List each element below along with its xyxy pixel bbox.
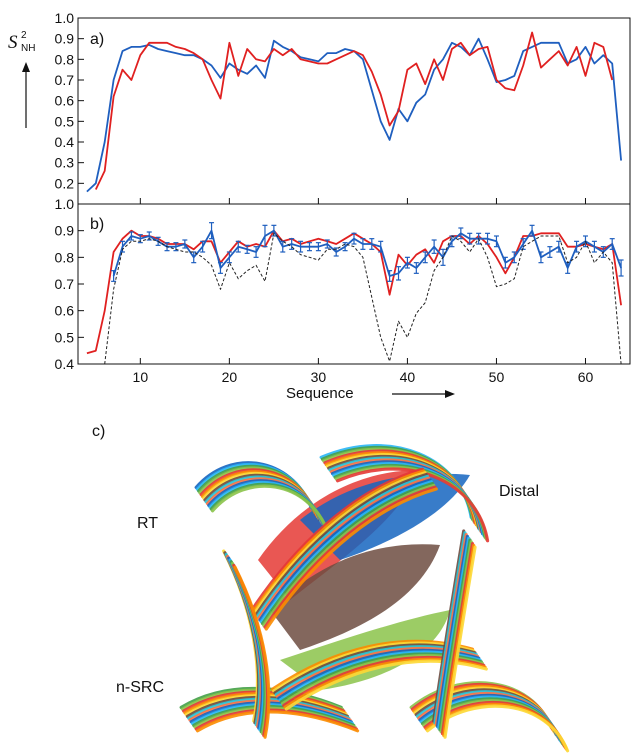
panel-b-label: b) (90, 216, 104, 233)
panel-b-y-axis: 0.4 0.5 0.6 0.7 0.8 0.9 1.0 (55, 196, 84, 372)
backbone-strand (258, 478, 432, 622)
backbone-strand (254, 473, 428, 617)
backbone-strand (262, 483, 436, 627)
backbone-strand (233, 565, 271, 739)
panel-a-x-axis (139, 198, 586, 204)
y-axis-label: S 2 NH (8, 30, 35, 128)
y-axis-label-main: S (8, 32, 18, 53)
panel-c-label: c) (92, 423, 105, 440)
backbone-strand (210, 484, 330, 533)
y-tick-label: 0.8 (55, 51, 75, 67)
backbone-strand (259, 480, 433, 624)
y-tick-label: 0.8 (55, 249, 75, 265)
series-line (94, 31, 614, 190)
y-axis-arrow-icon (22, 62, 30, 72)
backbone-strand (255, 474, 430, 618)
panel-a-frame (77, 17, 631, 205)
backbone-strand (252, 469, 426, 613)
panel-b-frame (77, 203, 631, 365)
panel-a-series (86, 31, 622, 193)
x-tick-label: 10 (133, 369, 149, 385)
y-axis-label-sup: 2 (21, 30, 27, 41)
x-tick-label: 60 (578, 369, 594, 385)
x-tick-label: 40 (400, 369, 416, 385)
backbone-strand (253, 471, 427, 615)
panel-a-label: a) (90, 31, 104, 48)
y-tick-label: 0.3 (55, 155, 75, 171)
region-label-distal: Distal (499, 483, 539, 500)
y-tick-label: 0.9 (55, 223, 75, 239)
backbone-strand (195, 710, 360, 733)
panel-a-y-axis: 0.2 0.3 0.4 0.5 0.6 0.7 0.8 0.9 1.0 (55, 10, 84, 205)
region-label-n-src: n-SRC (116, 679, 164, 696)
backbone-strand (443, 545, 477, 739)
region-label-rt: RT (137, 515, 158, 532)
x-tick-label: 20 (222, 369, 238, 385)
beta-sheet (270, 544, 440, 650)
panel-b-x-axis: 10 20 30 40 50 60 (133, 358, 594, 385)
x-axis-arrow-icon (445, 390, 455, 398)
series-line (112, 229, 622, 277)
x-tick-label: 30 (311, 369, 327, 385)
y-tick-label: 0.5 (55, 113, 75, 129)
y-tick-label: 0.7 (55, 276, 75, 292)
panel-b: b) 0.4 0.5 0.6 0.7 0.8 0.9 1.0 10 20 30 40 50 60 (55, 196, 631, 385)
backbone-strand (250, 467, 425, 611)
y-tick-label: 0.7 (55, 72, 75, 88)
x-tick-label: 50 (489, 369, 505, 385)
y-tick-label: 0.4 (55, 356, 75, 372)
panel-b-series (86, 222, 624, 364)
backbone-strand (284, 659, 488, 711)
y-tick-label: 0.6 (55, 93, 75, 109)
backbone-strand (257, 476, 431, 620)
panel-c: c) RT Distal n-SRC (92, 423, 570, 753)
panel-a: a) 0.2 0.3 0.4 0.5 0.6 0.7 0.8 0.9 1.0 (55, 10, 631, 205)
y-tick-label: 0.4 (55, 134, 75, 150)
y-tick-label: 1.0 (55, 10, 75, 26)
backbone-strand (264, 487, 438, 631)
y-tick-label: 1.0 (55, 196, 75, 212)
backbone-strand (335, 467, 490, 543)
y-tick-label: 0.6 (55, 303, 75, 319)
series-line (86, 37, 622, 193)
protein-structure-ensemble-image (179, 444, 570, 753)
y-tick-label: 0.2 (55, 175, 75, 191)
backbone-strand (260, 482, 435, 626)
series-line (104, 232, 622, 364)
x-axis-label: Sequence (286, 385, 455, 402)
x-axis-label-text: Sequence (286, 385, 354, 402)
y-tick-label: 0.9 (55, 31, 75, 47)
backbone-strand (263, 485, 437, 629)
y-tick-label: 0.5 (55, 329, 75, 345)
y-axis-label-sub: NH (21, 43, 35, 54)
